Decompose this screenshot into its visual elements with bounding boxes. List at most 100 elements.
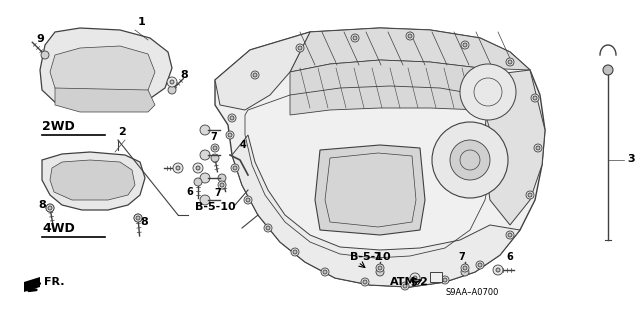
Circle shape	[220, 183, 224, 187]
Circle shape	[450, 140, 490, 180]
Circle shape	[230, 116, 234, 120]
Polygon shape	[215, 32, 310, 110]
Polygon shape	[24, 277, 40, 292]
Text: FR.: FR.	[44, 277, 65, 287]
Circle shape	[478, 263, 482, 267]
Circle shape	[534, 144, 542, 152]
Polygon shape	[50, 46, 155, 96]
Text: 6: 6	[506, 252, 513, 262]
Circle shape	[406, 32, 414, 40]
Circle shape	[253, 73, 257, 77]
Circle shape	[461, 41, 469, 49]
Circle shape	[603, 65, 613, 75]
Circle shape	[244, 196, 252, 204]
Circle shape	[401, 282, 409, 290]
Circle shape	[460, 150, 480, 170]
Text: 1: 1	[138, 17, 146, 27]
Circle shape	[174, 164, 182, 172]
Circle shape	[363, 280, 367, 284]
Circle shape	[48, 206, 52, 210]
Circle shape	[508, 233, 512, 237]
Circle shape	[361, 278, 369, 286]
Circle shape	[291, 248, 299, 256]
Circle shape	[528, 193, 532, 197]
Text: S9AA–A0700: S9AA–A0700	[445, 288, 499, 297]
Polygon shape	[290, 60, 480, 115]
Circle shape	[476, 261, 484, 269]
Text: 8: 8	[140, 217, 148, 227]
Circle shape	[536, 146, 540, 150]
Polygon shape	[485, 70, 545, 225]
Polygon shape	[50, 160, 135, 200]
Text: 7: 7	[458, 252, 465, 262]
Circle shape	[408, 34, 412, 38]
Text: 4WD: 4WD	[42, 222, 75, 235]
Circle shape	[170, 80, 174, 84]
Circle shape	[167, 77, 177, 87]
Circle shape	[533, 96, 537, 100]
Circle shape	[211, 154, 219, 162]
Circle shape	[293, 250, 297, 254]
Circle shape	[443, 278, 447, 282]
Circle shape	[266, 226, 270, 230]
Circle shape	[200, 195, 210, 205]
Circle shape	[353, 36, 357, 40]
Circle shape	[474, 78, 502, 106]
Text: ATM-2: ATM-2	[390, 277, 429, 287]
Text: 7: 7	[210, 132, 217, 142]
Polygon shape	[315, 145, 425, 235]
Circle shape	[493, 265, 503, 275]
Circle shape	[251, 71, 259, 79]
Circle shape	[228, 133, 232, 137]
Circle shape	[233, 166, 237, 170]
Circle shape	[176, 166, 180, 170]
Circle shape	[193, 163, 203, 173]
Polygon shape	[215, 28, 545, 287]
Circle shape	[173, 163, 183, 173]
Circle shape	[218, 181, 226, 189]
Text: 5: 5	[410, 278, 417, 288]
Text: 4: 4	[240, 140, 247, 150]
Text: 2WD: 2WD	[42, 120, 75, 133]
Polygon shape	[55, 88, 155, 112]
Circle shape	[211, 144, 219, 152]
Circle shape	[441, 276, 449, 284]
Circle shape	[200, 150, 210, 160]
Circle shape	[168, 86, 176, 94]
Circle shape	[298, 46, 302, 50]
Text: 7: 7	[373, 252, 380, 262]
Circle shape	[506, 231, 514, 239]
Polygon shape	[40, 28, 172, 110]
Circle shape	[134, 214, 142, 222]
Circle shape	[231, 164, 239, 172]
Circle shape	[226, 131, 234, 139]
Circle shape	[228, 114, 236, 122]
Text: 3: 3	[627, 154, 635, 164]
Circle shape	[494, 266, 502, 274]
Circle shape	[196, 166, 200, 170]
Circle shape	[526, 191, 534, 199]
Text: 6: 6	[186, 187, 193, 197]
Circle shape	[460, 64, 516, 120]
Circle shape	[413, 276, 417, 280]
Circle shape	[403, 284, 407, 288]
Circle shape	[461, 264, 469, 272]
Circle shape	[200, 173, 210, 183]
Circle shape	[200, 125, 210, 135]
Circle shape	[246, 198, 250, 202]
Circle shape	[376, 264, 384, 272]
Circle shape	[376, 268, 384, 276]
Circle shape	[410, 273, 420, 283]
Text: B-5-10: B-5-10	[195, 202, 236, 212]
Circle shape	[351, 34, 359, 42]
Circle shape	[461, 268, 469, 276]
Circle shape	[463, 266, 467, 270]
Circle shape	[496, 268, 500, 272]
Circle shape	[463, 43, 467, 47]
Circle shape	[136, 216, 140, 220]
Circle shape	[508, 60, 512, 64]
Circle shape	[213, 146, 217, 150]
Circle shape	[506, 58, 514, 66]
Circle shape	[531, 94, 539, 102]
Circle shape	[46, 204, 54, 212]
